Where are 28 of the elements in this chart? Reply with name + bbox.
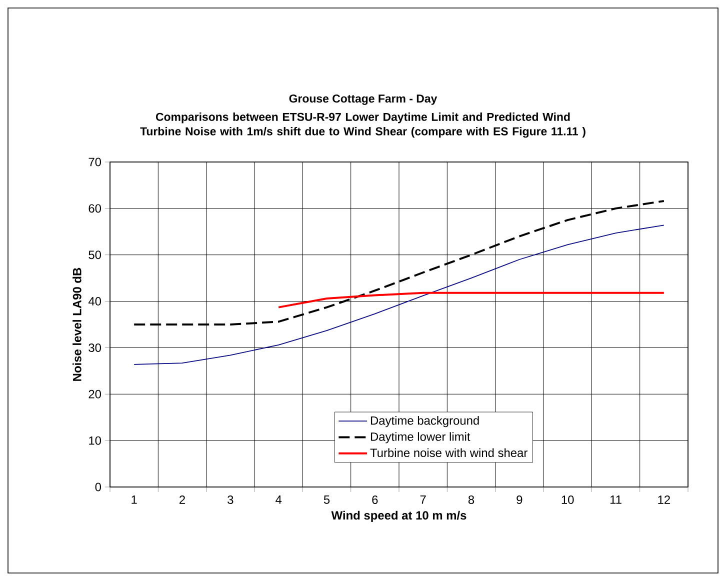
legend-label: Daytime lower limit — [370, 432, 470, 444]
x-tick-label: 8 — [468, 496, 474, 504]
x-axis-title: Wind speed at 10 m m/s — [331, 510, 466, 522]
x-tick-label: 11 — [610, 496, 622, 504]
chart-subtitle: Comparisons between ETSU-R-97 Lower Daytime Limit and Predicted Wind Turbine Noise with 1m/s shift due to Wind Shear (compare with ES Figure 11.11 ) — [140, 112, 586, 138]
line-series — [134, 224, 664, 365]
y-tick-label: 70 — [88, 158, 102, 166]
x-tick-label: 1 — [132, 496, 137, 504]
y-tick-label: 60 — [88, 204, 102, 213]
x-tick-label: 3 — [228, 496, 234, 504]
y-tick-label: 20 — [88, 390, 102, 398]
x-tick-label: 6 — [372, 496, 378, 504]
y-axis-title: Noise level LA90 dB — [72, 268, 82, 381]
x-tick-label: 12 — [658, 496, 670, 504]
x-tick-label: 7 — [420, 496, 426, 504]
y-tick-label: 50 — [88, 250, 102, 260]
legend-label: Turbine noise with wind shear — [370, 448, 528, 458]
x-tick-label: 5 — [324, 496, 330, 504]
chart-title: Grouse Cottage Farm - Day — [289, 94, 438, 105]
y-tick-label: 0 — [95, 482, 102, 492]
x-tick-label: 10 — [562, 496, 574, 504]
x-tick-label: 9 — [516, 496, 522, 504]
legend-label: Daytime background — [370, 416, 479, 428]
x-tick-label: 2 — [180, 496, 185, 504]
y-tick-label: 30 — [88, 343, 102, 352]
y-tick-label: 10 — [89, 436, 102, 445]
x-tick-label: 4 — [276, 496, 282, 504]
y-tick-label: 40 — [88, 297, 102, 306]
